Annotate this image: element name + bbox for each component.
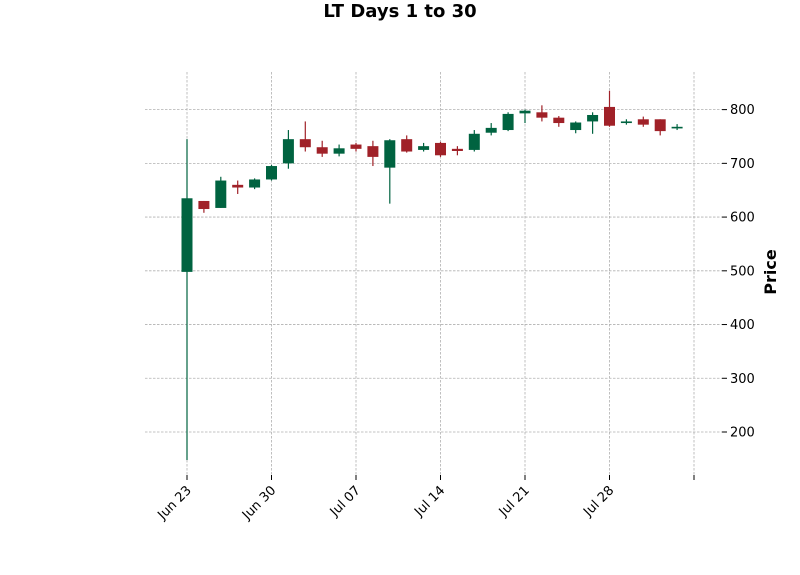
y-tick-label: 200 — [730, 426, 755, 441]
y-axis-label: Price — [761, 249, 780, 295]
candle-body — [215, 180, 227, 208]
x-gridlines — [186, 72, 695, 475]
y-axis: 200 300 400 500 600 700 800 — [722, 103, 755, 441]
x-tick-label: Jun 30 — [239, 483, 279, 523]
candle-body — [637, 119, 649, 125]
candle-body — [266, 166, 277, 180]
candle-up — [587, 112, 599, 134]
y-tick-label: 700 — [730, 157, 755, 172]
candle-down — [232, 180, 244, 194]
candle-body — [451, 148, 463, 151]
candle-body — [519, 110, 531, 114]
chart-title: LT Days 1 to 30 — [323, 1, 476, 22]
candle-body — [384, 140, 396, 168]
x-tick-label: Jul 28 — [580, 483, 617, 520]
y-tick-label: 300 — [730, 372, 755, 387]
candle-up — [181, 139, 193, 460]
candle-up — [502, 112, 514, 132]
candle-body — [367, 146, 379, 157]
candle-body — [316, 147, 328, 154]
candle-body — [671, 126, 683, 129]
candle-down — [350, 142, 362, 152]
candle-body — [654, 119, 666, 132]
candle-body — [401, 139, 413, 152]
candle-body — [485, 127, 497, 133]
candle-body — [604, 106, 615, 126]
candle-up — [620, 119, 632, 125]
candle-body — [418, 146, 430, 150]
candle-up — [282, 130, 294, 169]
candle-up — [485, 123, 497, 136]
candle-body — [181, 198, 193, 272]
candle-down — [536, 105, 548, 122]
candle-body — [587, 114, 599, 122]
candles — [181, 90, 683, 460]
candle-down — [299, 121, 311, 152]
candle-up — [249, 178, 261, 190]
candle-up — [468, 130, 480, 152]
candle-body — [249, 179, 261, 188]
x-tick-label: Jul 14 — [411, 483, 448, 520]
candle-down — [637, 116, 649, 127]
candle-up — [215, 176, 227, 208]
candle-down — [435, 141, 446, 157]
x-tick-label: Jun 23 — [155, 483, 195, 523]
candle-body — [299, 139, 311, 148]
candle-down — [604, 90, 615, 127]
candle-up — [333, 144, 345, 157]
candle-body — [435, 142, 446, 156]
candle-up — [519, 109, 531, 124]
candle-body — [502, 113, 514, 131]
y-tick-label: 500 — [730, 264, 755, 279]
x-tick-label: Jul 21 — [496, 483, 533, 520]
y-tick-label: 400 — [730, 318, 755, 333]
candle-up — [570, 121, 582, 134]
candle-body — [570, 122, 582, 131]
candle-up — [266, 164, 277, 181]
candle-body — [620, 121, 632, 124]
candle-down — [451, 146, 463, 156]
candle-body — [282, 139, 294, 164]
candle-body — [232, 184, 244, 188]
candle-up — [384, 139, 396, 204]
candle-body — [333, 148, 345, 154]
candle-down — [654, 119, 666, 136]
candle-body — [198, 200, 210, 210]
candle-up — [418, 142, 430, 152]
candle-body — [468, 133, 480, 150]
candle-body — [350, 144, 362, 149]
y-gridlines — [145, 109, 722, 433]
y-tick-label: 600 — [730, 211, 755, 226]
candle-down — [553, 116, 565, 127]
x-tick-label: Jul 07 — [327, 483, 364, 520]
candle-body — [553, 117, 565, 124]
candle-up — [671, 124, 683, 131]
candle-down — [367, 140, 379, 167]
candle-body — [536, 112, 548, 118]
candle-down — [401, 135, 413, 153]
candle-down — [198, 200, 210, 213]
y-tick-label: 800 — [730, 103, 755, 118]
x-axis: Jun 23 Jun 30 Jul 07 Jul 14 Jul 21 Jul 28 — [155, 475, 695, 524]
candle-down — [316, 140, 328, 157]
